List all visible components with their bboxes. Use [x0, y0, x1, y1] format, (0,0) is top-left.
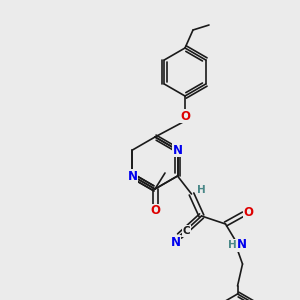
Text: N: N	[128, 169, 137, 182]
Text: O: O	[244, 206, 254, 220]
Text: H: H	[228, 240, 237, 250]
Text: C: C	[183, 226, 190, 236]
Text: N: N	[172, 143, 182, 157]
Text: N: N	[236, 238, 247, 251]
Text: O: O	[150, 205, 160, 218]
Text: N: N	[170, 236, 181, 248]
Text: H: H	[197, 185, 206, 195]
Text: O: O	[180, 110, 190, 122]
